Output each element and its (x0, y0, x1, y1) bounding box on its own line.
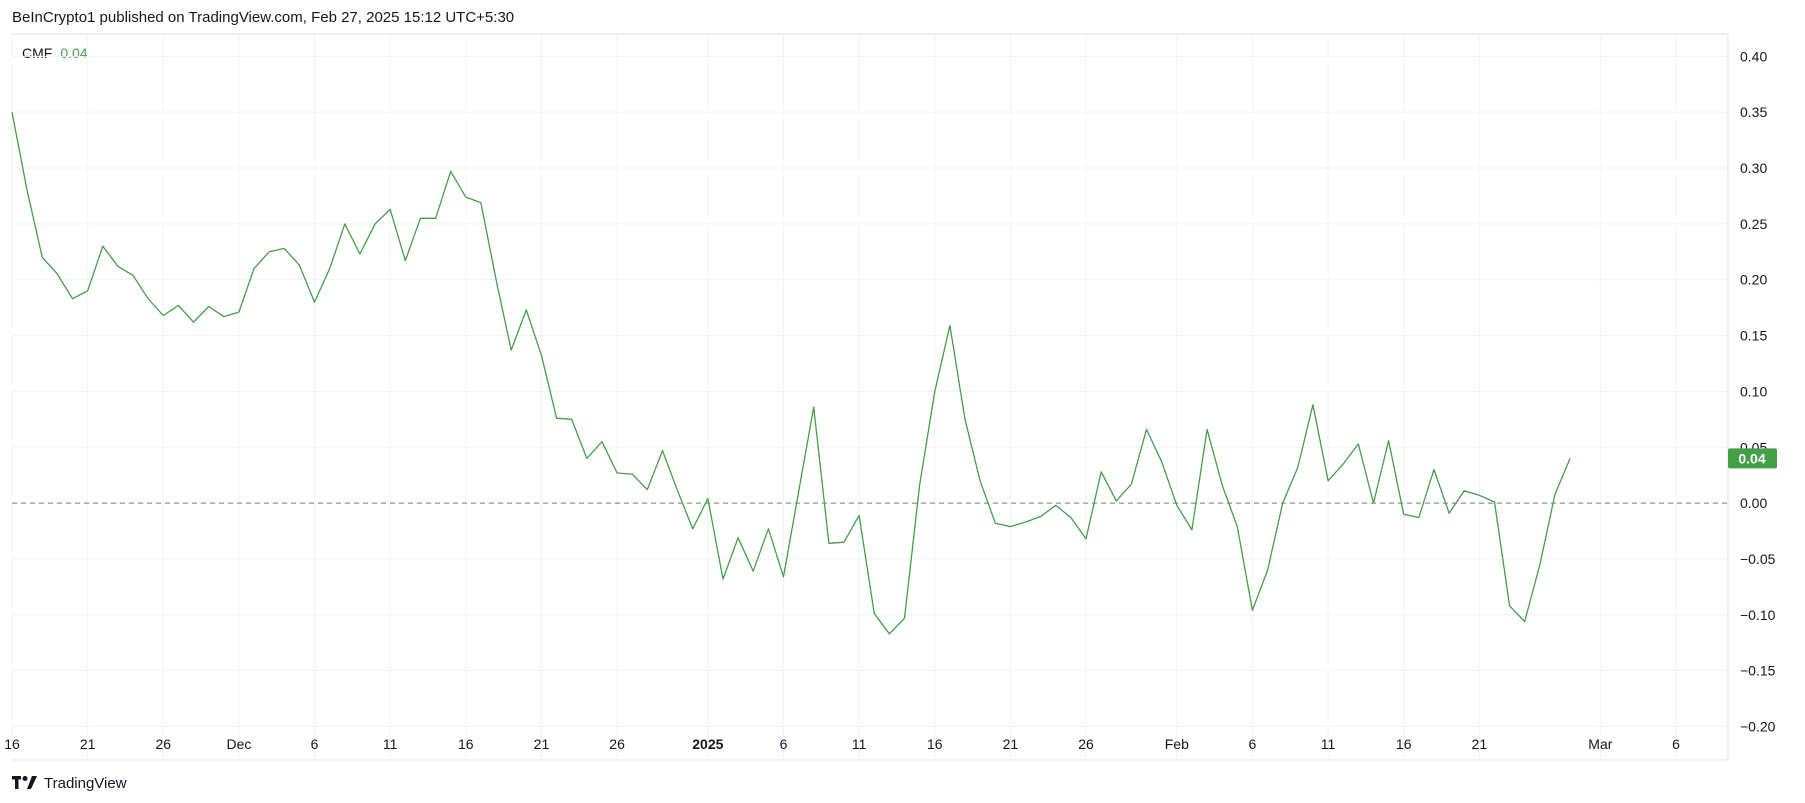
publish-info: BeInCrypto1 published on TradingView.com… (12, 9, 515, 26)
x-tick-label: 21 (1003, 736, 1019, 752)
x-tick-label: 11 (852, 736, 867, 752)
last-value-label: 0.04 (1738, 450, 1765, 466)
y-tick-label: 0.20 (1740, 272, 1767, 288)
x-tick-label: 6 (1249, 736, 1257, 752)
x-tick-label: Dec (226, 736, 251, 752)
x-tick-label: 11 (383, 736, 398, 752)
tradingview-logo-icon[interactable] (12, 776, 38, 790)
y-tick-label: −0.15 (1740, 663, 1776, 679)
x-tick-label: 21 (80, 736, 96, 752)
last-value-badge (1728, 448, 1777, 469)
x-tick-label: Mar (1588, 736, 1612, 752)
y-tick-label: 0.30 (1740, 160, 1767, 176)
indicator-value: 0.04 (60, 45, 88, 61)
x-tick-label: 6 (780, 736, 788, 752)
y-tick-label: 0.40 (1740, 48, 1767, 64)
cmf-chart[interactable]: 0.400.350.300.250.200.150.100.050.00−0.0… (0, 0, 1805, 770)
x-tick-label: 16 (927, 736, 943, 752)
tradingview-brand[interactable]: TradingView (44, 774, 127, 792)
y-tick-label: 0.00 (1740, 495, 1767, 511)
y-tick-label: 0.35 (1740, 104, 1767, 120)
x-tick-label: 16 (1396, 736, 1412, 752)
x-tick-label: 21 (534, 736, 550, 752)
x-tick-label: 21 (1472, 736, 1488, 752)
y-tick-label: 0.10 (1740, 383, 1767, 399)
x-tick-label: 26 (609, 736, 625, 752)
x-tick-label: 26 (1078, 736, 1094, 752)
y-tick-label: −0.10 (1740, 607, 1776, 623)
x-tick-label: 2025 (692, 736, 723, 752)
y-tick-label: 0.15 (1740, 328, 1767, 344)
cmf-line (11, 112, 1571, 635)
x-tick-label: Feb (1165, 736, 1189, 752)
plot-frame (11, 33, 1729, 761)
x-tick-label: 16 (458, 736, 474, 752)
y-tick-label: 0.25 (1740, 216, 1767, 232)
y-tick-label: −0.20 (1740, 718, 1776, 734)
x-tick-label: 6 (311, 736, 319, 752)
x-tick-label: 11 (1321, 736, 1336, 752)
footer: TradingView (12, 772, 127, 794)
indicator-name: CMF (22, 45, 53, 61)
x-tick-label: 6 (1672, 736, 1680, 752)
indicator-legend[interactable]: CMF 0.04 (22, 45, 88, 61)
y-tick-label: −0.05 (1740, 551, 1776, 567)
x-tick-label: 16 (4, 736, 20, 752)
x-tick-label: 26 (155, 736, 171, 752)
